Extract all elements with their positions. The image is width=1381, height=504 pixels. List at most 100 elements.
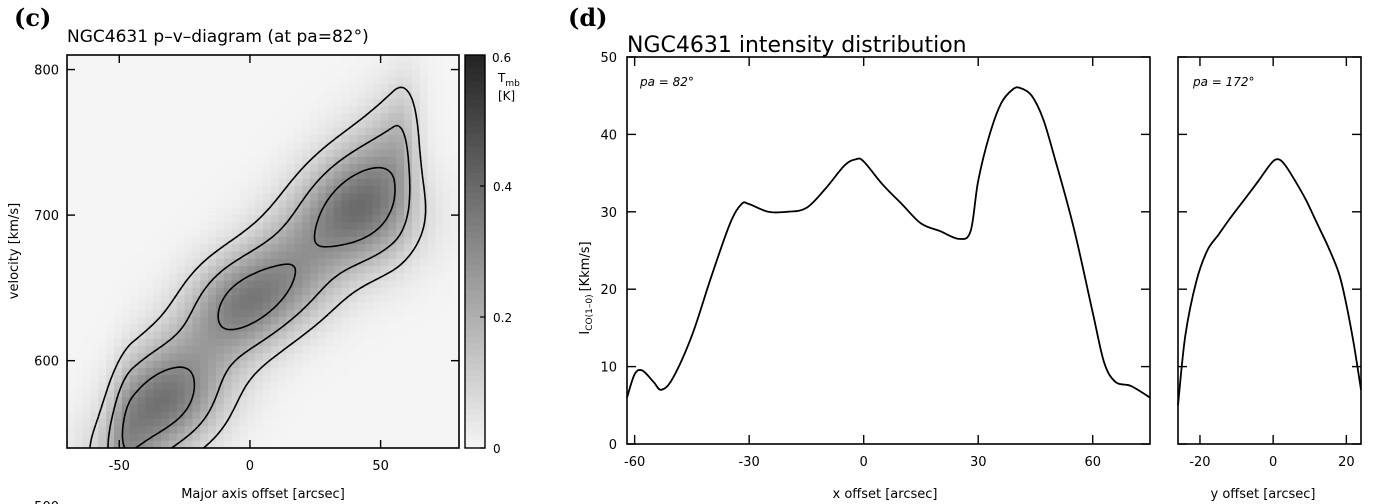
pv-heat-cell <box>435 295 444 304</box>
pv-heat-cell <box>215 186 225 194</box>
pv-heat-cell <box>294 397 303 405</box>
pv-heat-cell <box>106 113 115 122</box>
pv-heat-cell <box>255 317 264 325</box>
pv-heat-cell <box>411 411 421 420</box>
pv-heat-cell <box>317 84 327 92</box>
pv-heat-cell <box>208 433 217 442</box>
pv-heat-cell <box>192 142 201 151</box>
pv-heat-cell <box>427 98 437 107</box>
pv-heat-cell <box>380 280 390 289</box>
pv-heat-cell <box>325 149 335 158</box>
pv-heat-cell <box>286 84 295 92</box>
pv-heat-cell <box>388 178 397 187</box>
pv-heat-cell <box>380 186 390 194</box>
pv-heat-cell <box>82 440 92 449</box>
pv-heat-cell <box>435 62 444 71</box>
pv-heat-cell <box>443 55 452 63</box>
pv-heat-cell <box>98 389 107 398</box>
pv-heat-cell <box>286 367 295 376</box>
pv-heat-cell <box>223 360 233 369</box>
pv-heat-cell <box>263 302 272 311</box>
pv-heat-cell <box>451 382 460 391</box>
pv-heat-cell <box>121 84 131 92</box>
pv-heat-cell <box>263 440 272 449</box>
pv-heat-cell <box>443 171 452 180</box>
pv-heat-cell <box>372 324 382 333</box>
pv-heat-cell <box>380 389 390 398</box>
pv-heat-cell <box>404 69 413 78</box>
pv-heat-cell <box>451 404 460 413</box>
pv-heat-cell <box>396 440 405 449</box>
pv-heat-cell <box>419 426 429 435</box>
pv-heat-cell <box>98 229 107 238</box>
pv-heat-cell <box>90 142 99 151</box>
pv-heat-cell <box>82 404 92 413</box>
pv-heat-cell <box>270 55 280 63</box>
pv-heat-cell <box>372 84 382 92</box>
pv-heat-cell <box>98 178 107 187</box>
pv-heat-cell <box>161 433 170 442</box>
pv-heat-cell <box>419 149 429 158</box>
pv-heat-cell <box>317 331 327 340</box>
pv-heat-cell <box>349 360 358 369</box>
colorbar-swatch <box>465 389 485 397</box>
pv-heat-cell <box>137 280 146 289</box>
pv-heat-cell <box>121 266 131 274</box>
pv-heat-cell <box>161 258 170 267</box>
pv-heat-cell <box>372 120 382 129</box>
pv-heat-cell <box>325 215 335 223</box>
pv-heat-cell <box>310 317 319 325</box>
pv-heat-cell <box>396 353 405 362</box>
pv-heat-cell <box>357 411 366 420</box>
pv-heat-cell <box>106 222 115 231</box>
pv-heat-cell <box>114 338 123 347</box>
pv-heat-cell <box>411 353 421 362</box>
pv-heat-cell <box>333 331 342 340</box>
pv-heat-cell <box>341 258 350 267</box>
pv-heat-cell <box>325 302 335 311</box>
pv-heat-cell <box>435 280 444 289</box>
pv-heat-cell <box>247 98 256 107</box>
pv-heat-cell <box>121 127 131 136</box>
pv-heat-cell <box>90 324 99 333</box>
pv-heat-cell <box>176 338 186 347</box>
pv-contour-line <box>121 166 396 449</box>
pv-heat-cell <box>302 84 311 92</box>
pv-heat-cell <box>419 258 429 267</box>
pv-heat-cell <box>98 295 107 304</box>
pv-heat-cell <box>270 251 280 260</box>
pv-heat-cell <box>192 149 201 158</box>
pv-heat-cell <box>278 207 288 216</box>
pv-heat-cell <box>443 302 452 311</box>
pv-heat-cell <box>270 287 280 296</box>
pv-heat-cell <box>310 193 319 202</box>
pv-heat-cell <box>411 171 421 180</box>
pv-heat-cell <box>67 127 76 136</box>
pv-heat-cell <box>176 258 186 267</box>
pv-heat-cell <box>247 62 256 71</box>
pv-heat-cell <box>364 389 374 398</box>
pv-heat-cell <box>106 302 115 311</box>
pv-heat-cell <box>349 324 358 333</box>
pv-heat-cell <box>388 142 397 151</box>
pv-heat-cell <box>333 164 342 173</box>
pv-heat-cell <box>239 207 248 216</box>
pv-heat-cell <box>176 200 186 209</box>
pv-heat-cell <box>231 207 241 216</box>
pv-heat-cell <box>333 287 342 296</box>
colorbar-label: Tmb <box>497 71 520 89</box>
pv-heat-cell <box>215 55 225 63</box>
pv-heat-cell <box>255 411 264 420</box>
pv-heat-cell <box>74 418 84 427</box>
pv-heat-cell <box>184 113 194 122</box>
pv-heat-cell <box>153 193 162 202</box>
pv-heat-cell <box>215 389 225 398</box>
pv-heat-cell <box>263 62 272 71</box>
pv-heat-cell <box>443 251 452 260</box>
pv-heat-cell <box>98 69 107 78</box>
pv-heat-cell <box>364 360 374 369</box>
pv-heat-cell <box>411 76 421 85</box>
pv-heat-cell <box>121 200 131 209</box>
pv-heat-cell <box>333 404 342 413</box>
pv-heat-cell <box>176 287 186 296</box>
